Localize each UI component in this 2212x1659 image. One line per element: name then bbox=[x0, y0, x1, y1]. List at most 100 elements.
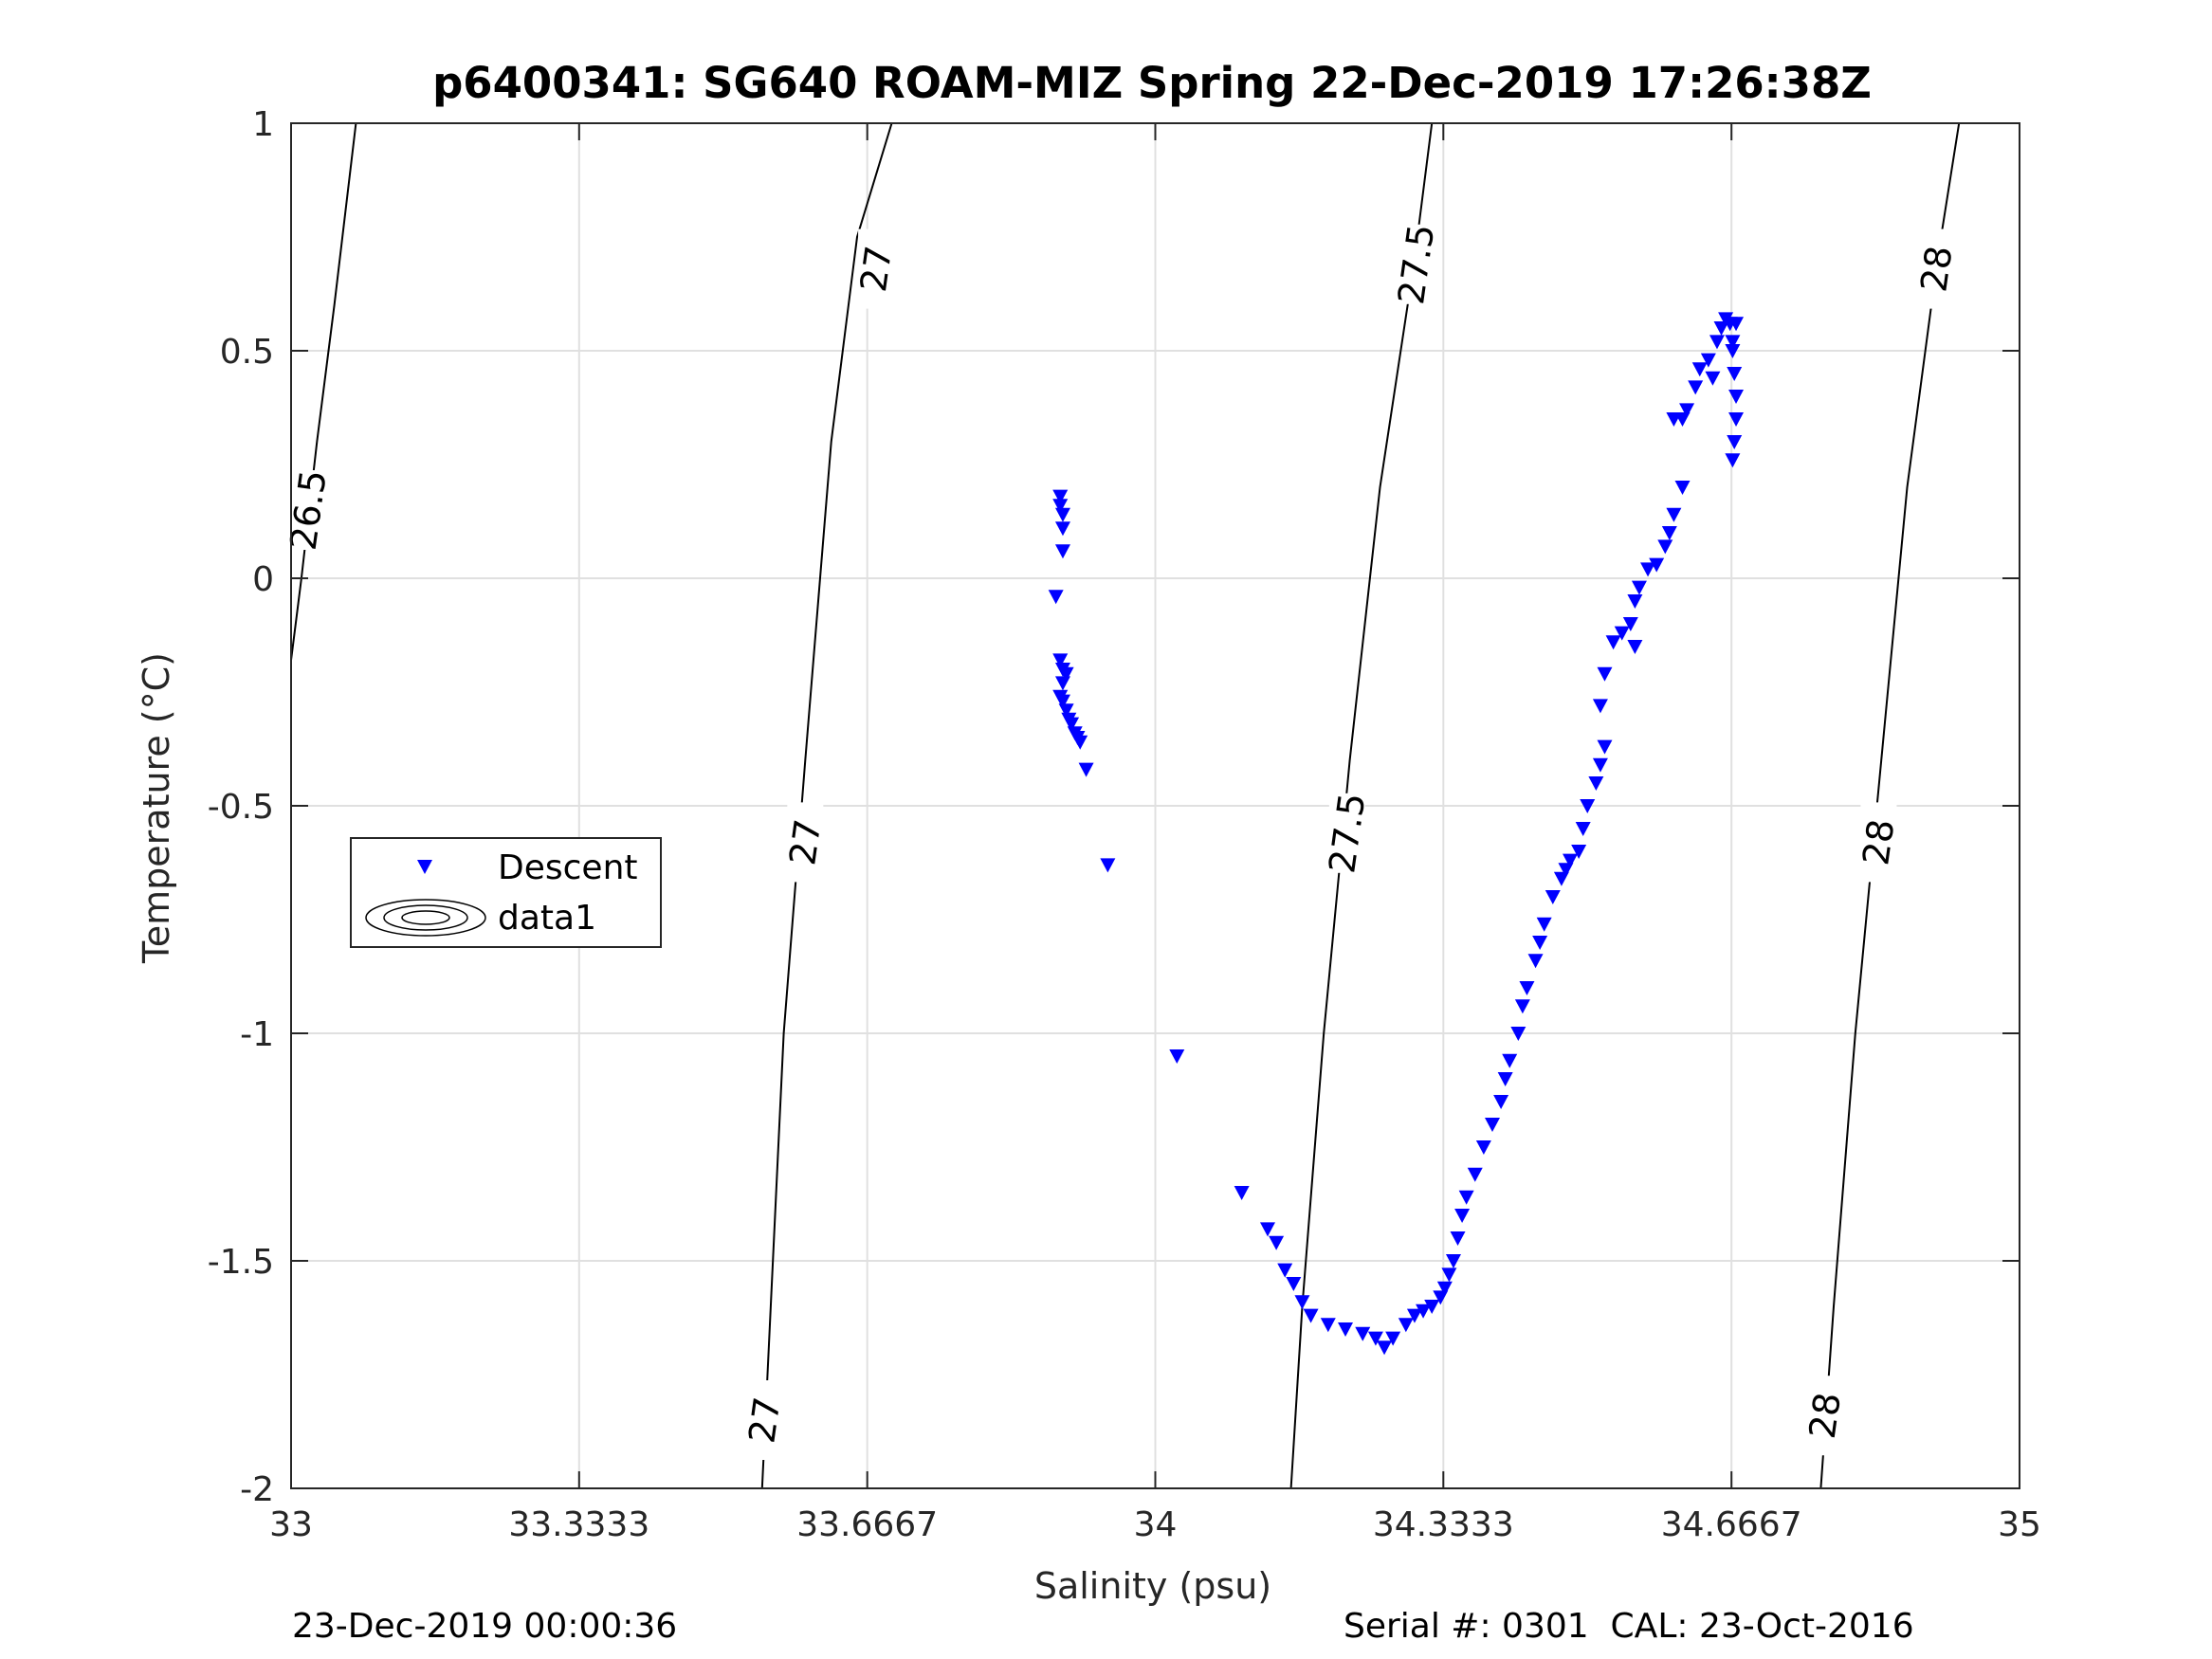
contour-label-bg bbox=[1398, 224, 1435, 304]
legend-entry-descent: Descent bbox=[498, 848, 638, 887]
legend-contour-icon bbox=[365, 899, 486, 937]
x-tick-label: 34 bbox=[1134, 1505, 1178, 1544]
axis-ticks: 33 33.3333 33.6667 34 34.3333 34.6667 35 -2 -1.5… bbox=[208, 105, 2041, 1544]
descent-point bbox=[1536, 917, 1552, 932]
descent-point bbox=[1269, 1235, 1285, 1250]
y-tick-label: -1.5 bbox=[208, 1243, 274, 1282]
descent-point bbox=[1597, 666, 1613, 682]
x-tick-label: 33.3333 bbox=[508, 1505, 649, 1544]
descent-point bbox=[1441, 1267, 1457, 1283]
grid-lines bbox=[290, 122, 2020, 1489]
y-axis-label: Temperature (°C) bbox=[136, 652, 177, 964]
descent-point bbox=[1592, 699, 1608, 714]
descent-point bbox=[1571, 845, 1587, 859]
descent-point bbox=[1545, 890, 1561, 904]
descent-point bbox=[1649, 557, 1665, 573]
descent-point bbox=[1728, 317, 1745, 332]
contour-label: 27 bbox=[781, 816, 829, 867]
descent-point bbox=[1497, 1072, 1513, 1086]
descent-point bbox=[1666, 507, 1682, 522]
descent-point bbox=[1052, 653, 1069, 668]
x-tick-label: 33 bbox=[269, 1505, 313, 1544]
footer-timestamp: 23-Dec-2019 00:00:36 bbox=[292, 1607, 678, 1646]
descent-point bbox=[1367, 1331, 1383, 1346]
descent-point bbox=[1627, 640, 1643, 654]
y-tick-label: -2 bbox=[240, 1470, 274, 1509]
contour-label-bg bbox=[290, 470, 327, 550]
descent-point bbox=[1661, 526, 1677, 540]
descent-point bbox=[1725, 344, 1741, 358]
x-tick-label: 34.3333 bbox=[1373, 1505, 1514, 1544]
x-tick-label: 33.6667 bbox=[796, 1505, 938, 1544]
descent-point bbox=[1679, 403, 1695, 418]
density-contours: 26.5 27 27 27 27.5 27.5 28 28 28 bbox=[283, 122, 1961, 1489]
contour-label-bg bbox=[858, 228, 895, 309]
descent-point bbox=[1058, 666, 1074, 682]
descent-point bbox=[1054, 544, 1070, 559]
descent-point bbox=[1355, 1326, 1371, 1341]
descent-point bbox=[1054, 507, 1070, 522]
contour-line-26.5 bbox=[290, 122, 357, 661]
y-tick-label: 0 bbox=[252, 560, 274, 599]
contour-label-bg bbox=[1860, 802, 1897, 883]
descent-point bbox=[1338, 1322, 1354, 1337]
descent-point bbox=[1064, 717, 1080, 732]
descent-point bbox=[1727, 367, 1743, 381]
legend-descent-marker bbox=[417, 860, 432, 874]
y-tick-label: -0.5 bbox=[208, 788, 274, 827]
contour-label: 28 bbox=[1855, 816, 1902, 867]
x-tick-label: 34.6667 bbox=[1661, 1505, 1802, 1544]
descent-point bbox=[1445, 1254, 1461, 1268]
descent-point bbox=[1519, 981, 1535, 995]
contour-label-bg bbox=[1328, 793, 1365, 873]
descent-point bbox=[1691, 362, 1708, 377]
descent-point bbox=[1169, 1049, 1185, 1064]
descent-point bbox=[1514, 999, 1530, 1014]
descent-point bbox=[1709, 335, 1725, 350]
contour-label: 27 bbox=[740, 1395, 788, 1446]
descent-point bbox=[1294, 1295, 1310, 1310]
descent-point bbox=[1100, 858, 1116, 873]
y-tick-label: 0.5 bbox=[220, 333, 274, 372]
descent-point bbox=[1303, 1308, 1319, 1323]
chart-title: p6400341: SG640 ROAM-MIZ Spring 22-Dec-2… bbox=[432, 58, 1872, 108]
y-tick-label: 1 bbox=[252, 105, 274, 144]
descent-point bbox=[1467, 1167, 1483, 1182]
contour-label: 26.5 bbox=[283, 467, 335, 553]
descent-point bbox=[1320, 1318, 1336, 1333]
descent-point bbox=[1406, 1308, 1422, 1323]
descent-point bbox=[1454, 1209, 1471, 1223]
descent-point bbox=[1502, 1053, 1518, 1068]
contour-label-bg bbox=[787, 802, 824, 883]
descent-point bbox=[1627, 594, 1643, 609]
descent-point bbox=[1234, 1186, 1250, 1200]
descent-point bbox=[1484, 1118, 1500, 1132]
descent-point bbox=[1597, 739, 1613, 755]
descent-point bbox=[1048, 590, 1064, 605]
descent-point bbox=[1727, 435, 1743, 449]
descent-point bbox=[1058, 703, 1074, 719]
descent-point bbox=[1725, 453, 1741, 468]
descent-point bbox=[1052, 489, 1069, 504]
descent-point bbox=[1450, 1231, 1466, 1246]
descent-point bbox=[1259, 1222, 1275, 1237]
descent-point bbox=[1385, 1331, 1401, 1346]
descent-point bbox=[1532, 936, 1548, 950]
descent-point bbox=[1631, 580, 1647, 595]
descent-point bbox=[1510, 1027, 1526, 1041]
descent-point bbox=[1674, 481, 1691, 495]
contour-label-bg bbox=[1918, 228, 1955, 309]
contour-label: 28 bbox=[1912, 244, 1960, 295]
descent-point bbox=[1728, 412, 1745, 427]
legend-box bbox=[350, 837, 662, 948]
descent-series bbox=[1048, 312, 1745, 1356]
y-tick-label: -1 bbox=[240, 1015, 274, 1054]
descent-point bbox=[1424, 1300, 1440, 1314]
descent-point bbox=[1493, 1095, 1509, 1109]
footer-serial-cal: Serial #: 0301 CAL: 23-Oct-2016 bbox=[1344, 1607, 1914, 1646]
descent-point bbox=[1054, 676, 1070, 691]
descent-point bbox=[1416, 1304, 1432, 1319]
descent-point bbox=[1622, 617, 1638, 631]
descent-point bbox=[1575, 822, 1591, 836]
contour-label: 28 bbox=[1801, 1390, 1849, 1441]
